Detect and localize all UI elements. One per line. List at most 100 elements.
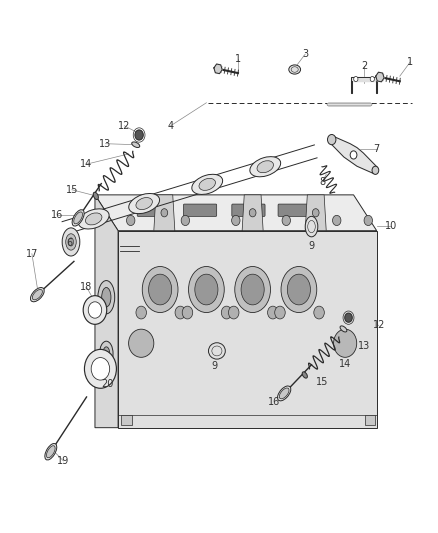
Polygon shape bbox=[330, 136, 377, 174]
Ellipse shape bbox=[68, 238, 74, 246]
Ellipse shape bbox=[46, 446, 55, 458]
Text: 12: 12 bbox=[118, 121, 131, 131]
Polygon shape bbox=[351, 77, 377, 93]
Ellipse shape bbox=[268, 306, 278, 319]
Ellipse shape bbox=[32, 289, 42, 300]
Circle shape bbox=[232, 215, 240, 225]
Ellipse shape bbox=[287, 274, 311, 305]
Ellipse shape bbox=[99, 341, 113, 366]
Ellipse shape bbox=[279, 388, 289, 399]
Ellipse shape bbox=[98, 280, 115, 314]
Ellipse shape bbox=[45, 443, 57, 460]
Ellipse shape bbox=[257, 161, 273, 173]
Ellipse shape bbox=[229, 306, 239, 319]
Text: 9: 9 bbox=[308, 241, 314, 251]
Text: 13: 13 bbox=[99, 139, 112, 149]
Ellipse shape bbox=[136, 306, 146, 319]
Ellipse shape bbox=[142, 266, 178, 312]
Ellipse shape bbox=[31, 287, 44, 302]
Circle shape bbox=[354, 76, 358, 82]
Ellipse shape bbox=[83, 296, 107, 324]
Ellipse shape bbox=[93, 192, 99, 199]
Polygon shape bbox=[95, 195, 118, 427]
Circle shape bbox=[181, 215, 190, 225]
Ellipse shape bbox=[241, 274, 264, 305]
Ellipse shape bbox=[250, 157, 281, 177]
FancyBboxPatch shape bbox=[184, 204, 217, 216]
Ellipse shape bbox=[85, 213, 102, 225]
Ellipse shape bbox=[103, 347, 110, 360]
Text: 18: 18 bbox=[81, 282, 93, 292]
Text: 1: 1 bbox=[235, 54, 241, 64]
Bar bbox=[365, 415, 375, 425]
Circle shape bbox=[328, 134, 336, 145]
Ellipse shape bbox=[302, 372, 307, 378]
Ellipse shape bbox=[199, 179, 215, 190]
Ellipse shape bbox=[340, 326, 347, 332]
Ellipse shape bbox=[192, 174, 223, 195]
Ellipse shape bbox=[182, 306, 193, 319]
Circle shape bbox=[332, 215, 341, 225]
FancyBboxPatch shape bbox=[137, 204, 170, 216]
Ellipse shape bbox=[78, 209, 109, 229]
Polygon shape bbox=[95, 195, 377, 231]
Ellipse shape bbox=[305, 216, 318, 237]
Ellipse shape bbox=[188, 266, 224, 312]
Ellipse shape bbox=[334, 329, 357, 357]
Text: 12: 12 bbox=[373, 320, 385, 330]
Text: 2: 2 bbox=[361, 61, 367, 71]
Circle shape bbox=[135, 130, 143, 140]
Ellipse shape bbox=[62, 228, 80, 256]
Circle shape bbox=[161, 209, 168, 217]
Circle shape bbox=[364, 215, 372, 225]
Bar bbox=[121, 415, 131, 425]
Text: 10: 10 bbox=[385, 221, 398, 231]
Circle shape bbox=[312, 209, 319, 217]
Text: 16: 16 bbox=[51, 211, 63, 220]
Ellipse shape bbox=[221, 306, 232, 319]
Ellipse shape bbox=[195, 274, 218, 305]
Text: 6: 6 bbox=[67, 238, 73, 248]
Ellipse shape bbox=[281, 266, 317, 312]
Text: 15: 15 bbox=[66, 185, 78, 195]
Ellipse shape bbox=[66, 234, 76, 250]
Text: 16: 16 bbox=[268, 397, 280, 407]
Circle shape bbox=[127, 215, 135, 225]
Polygon shape bbox=[154, 195, 175, 231]
Ellipse shape bbox=[85, 350, 117, 388]
Text: 14: 14 bbox=[81, 159, 93, 169]
Text: 20: 20 bbox=[101, 379, 114, 389]
Ellipse shape bbox=[208, 343, 225, 359]
Text: 15: 15 bbox=[316, 377, 328, 386]
Polygon shape bbox=[305, 195, 326, 231]
Polygon shape bbox=[376, 72, 384, 82]
Ellipse shape bbox=[72, 209, 84, 226]
Ellipse shape bbox=[275, 306, 285, 319]
Circle shape bbox=[370, 76, 374, 82]
Circle shape bbox=[345, 313, 352, 322]
Polygon shape bbox=[214, 64, 222, 74]
Text: 8: 8 bbox=[319, 177, 325, 187]
Ellipse shape bbox=[74, 212, 82, 224]
FancyBboxPatch shape bbox=[278, 204, 311, 216]
Ellipse shape bbox=[278, 386, 291, 401]
Text: 14: 14 bbox=[339, 359, 351, 369]
Text: 3: 3 bbox=[302, 49, 308, 59]
Circle shape bbox=[249, 209, 256, 217]
Ellipse shape bbox=[175, 306, 186, 319]
Text: 4: 4 bbox=[168, 121, 174, 131]
Text: 7: 7 bbox=[374, 144, 380, 154]
Ellipse shape bbox=[88, 302, 102, 318]
Text: 19: 19 bbox=[57, 456, 70, 466]
Circle shape bbox=[350, 151, 357, 159]
Circle shape bbox=[282, 215, 290, 225]
Ellipse shape bbox=[314, 306, 324, 319]
Polygon shape bbox=[242, 195, 263, 231]
Ellipse shape bbox=[289, 65, 300, 74]
Text: 1: 1 bbox=[407, 57, 413, 67]
Ellipse shape bbox=[132, 142, 140, 148]
Text: 13: 13 bbox=[358, 341, 370, 351]
Polygon shape bbox=[118, 231, 377, 427]
Ellipse shape bbox=[102, 287, 111, 307]
Text: 9: 9 bbox=[212, 361, 218, 372]
